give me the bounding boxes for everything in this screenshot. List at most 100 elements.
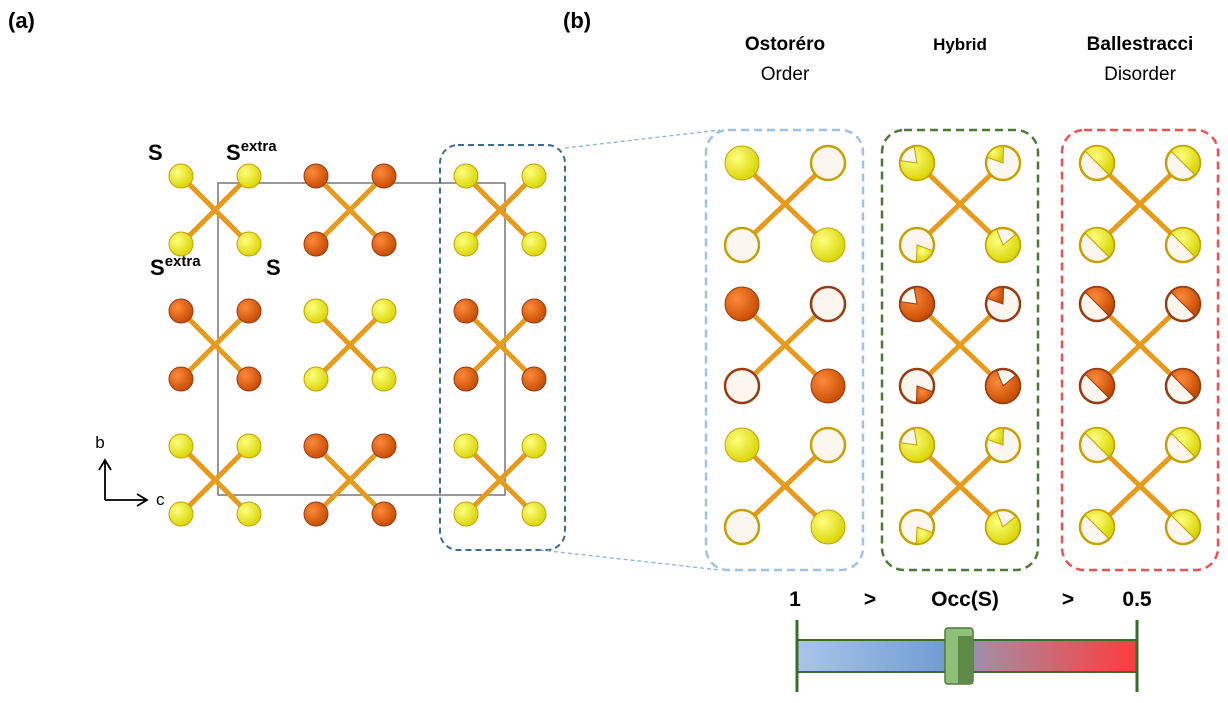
atom: [303, 163, 329, 189]
atom: [521, 298, 547, 324]
atom-occupancy: [899, 286, 935, 322]
bond: [740, 302, 830, 388]
atom: [810, 368, 846, 404]
atom-occupancy: [985, 510, 1021, 545]
disorder-box: [1060, 128, 1220, 572]
bond: [464, 309, 536, 381]
atom: [236, 231, 262, 257]
axes-arrows: [98, 458, 149, 507]
atom: [168, 298, 194, 324]
atom: [810, 509, 846, 545]
bond: [464, 174, 536, 246]
atom-occupancy: [899, 427, 935, 463]
atom-label-base: S: [150, 255, 165, 280]
atom-label-sup: extra: [241, 138, 278, 155]
atom-occupancy: [1084, 145, 1115, 176]
atom: [236, 501, 262, 527]
zoom-box: [439, 144, 566, 551]
atom-occupancy: [1084, 368, 1115, 399]
bond: [179, 174, 251, 246]
atom: [303, 501, 329, 527]
atom: [521, 231, 547, 257]
bond: [314, 444, 386, 516]
atom-occupancy: [985, 228, 1021, 263]
bond: [915, 302, 1005, 388]
axis-label: c: [156, 490, 165, 509]
atom: [371, 501, 397, 527]
bond: [314, 309, 386, 381]
column-title: Hybrid: [933, 35, 987, 54]
atom-label: Sextra: [150, 253, 201, 280]
column-title: Ostoréro: [745, 34, 825, 55]
atom-occupancy: [986, 427, 1005, 446]
atom-occupancy: [1084, 286, 1115, 317]
atom: [168, 501, 194, 527]
atom-occupancy: [1170, 368, 1201, 399]
bond: [740, 161, 830, 247]
atom: [168, 231, 194, 257]
atom: [521, 501, 547, 527]
scale-label: >: [1062, 588, 1074, 611]
atom: [453, 366, 479, 392]
bond: [1095, 302, 1185, 388]
atom-label: S: [266, 255, 281, 280]
scale-label: >: [864, 588, 876, 611]
atom: [236, 433, 262, 459]
atom: [453, 433, 479, 459]
atom-occupancy: [1170, 227, 1201, 258]
bond: [179, 309, 251, 381]
atom-label-base: S: [226, 140, 241, 165]
column-subtitle: Order: [761, 64, 810, 85]
atom: [723, 508, 761, 546]
atom: [724, 286, 760, 322]
scale-label: Occ(S): [931, 588, 999, 611]
bond: [314, 174, 386, 246]
atom-occupancy: [986, 286, 1005, 305]
atom-occupancy: [1170, 286, 1201, 317]
atom: [303, 433, 329, 459]
atom-label: Sextra: [226, 138, 277, 165]
atom: [303, 366, 329, 392]
atom: [303, 231, 329, 257]
bond: [464, 444, 536, 516]
atom: [809, 285, 847, 323]
zoom-line: [539, 549, 721, 571]
atom: [810, 227, 846, 263]
atom-occupancy: [915, 385, 934, 404]
axis-label: b: [95, 433, 104, 452]
bond: [1095, 443, 1185, 529]
column-title: Ballestracci: [1087, 34, 1194, 55]
atom: [521, 366, 547, 392]
zoom-line: [564, 129, 721, 149]
atom-label: S: [148, 140, 163, 165]
atom: [371, 298, 397, 324]
atom: [453, 231, 479, 257]
atom: [168, 433, 194, 459]
order-box: [704, 128, 865, 572]
atom-occupancy: [899, 145, 935, 181]
atom: [723, 226, 761, 264]
atom: [724, 427, 760, 463]
scale-knob-shade: [958, 636, 973, 684]
bond: [1095, 161, 1185, 247]
atom: [371, 231, 397, 257]
atom: [453, 501, 479, 527]
atom-occupancy: [1170, 427, 1201, 458]
atom-occupancy: [1084, 509, 1115, 540]
atom-occupancy: [985, 369, 1021, 404]
atom: [236, 298, 262, 324]
atom: [371, 433, 397, 459]
atom: [809, 144, 847, 182]
atom: [521, 433, 547, 459]
atom: [303, 298, 329, 324]
atom-label-sup: extra: [165, 253, 202, 270]
atom: [453, 298, 479, 324]
atom-occupancy: [986, 145, 1005, 164]
panel-label: (a): [8, 8, 35, 33]
atom: [371, 366, 397, 392]
structure: [168, 144, 1202, 546]
atom: [168, 163, 194, 189]
atom: [168, 366, 194, 392]
atom: [453, 163, 479, 189]
